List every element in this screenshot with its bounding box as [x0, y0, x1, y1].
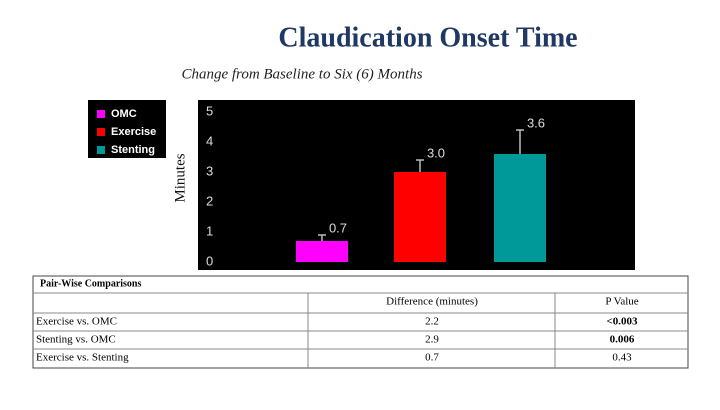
y-tick-label: 3 [206, 163, 213, 178]
y-axis-label: Minutes [172, 153, 188, 202]
value-label: 3.6 [527, 115, 545, 130]
table-border [32, 275, 689, 369]
y-tick-label: 4 [206, 133, 213, 148]
y-tick-label: 2 [206, 193, 213, 208]
y-tick-label: 0 [206, 253, 213, 268]
table-cell: 0.7 [425, 352, 439, 364]
y-tick-label: 1 [206, 223, 213, 238]
table-cell: Exercise vs. OMC [36, 316, 117, 328]
value-label: 3.0 [427, 145, 445, 160]
column-header: P Value [605, 296, 638, 308]
table-cell: Exercise vs. Stenting [36, 352, 129, 364]
bar [494, 154, 546, 262]
error-bar [318, 234, 326, 241]
table-cell: 0.43 [612, 352, 632, 364]
legend-swatch [97, 110, 105, 118]
table-cell: 2.2 [425, 316, 439, 328]
table-cell: Stenting vs. OMC [36, 334, 116, 346]
error-bar [416, 159, 424, 172]
value-label: 0.7 [329, 220, 347, 235]
legend-label: Stenting [111, 144, 155, 156]
table-cell: 0.006 [610, 334, 635, 346]
chart-subtitle: Change from Baseline to Six (6) Months [181, 66, 422, 82]
legend-swatch [97, 146, 105, 154]
table-cell: 2.9 [425, 334, 439, 346]
legend-swatch [97, 128, 105, 136]
bar [394, 172, 446, 262]
error-bar [516, 129, 524, 154]
table-cell: <0.003 [606, 316, 638, 328]
legend-label: Exercise [111, 126, 156, 138]
legend-label: OMC [111, 108, 137, 120]
bar [296, 241, 348, 262]
table-title: Pair-Wise Comparisons [40, 278, 141, 289]
column-header: Difference (minutes) [386, 296, 478, 308]
y-tick-label: 5 [206, 103, 213, 118]
chart-title: Claudication Onset Time [278, 22, 577, 53]
